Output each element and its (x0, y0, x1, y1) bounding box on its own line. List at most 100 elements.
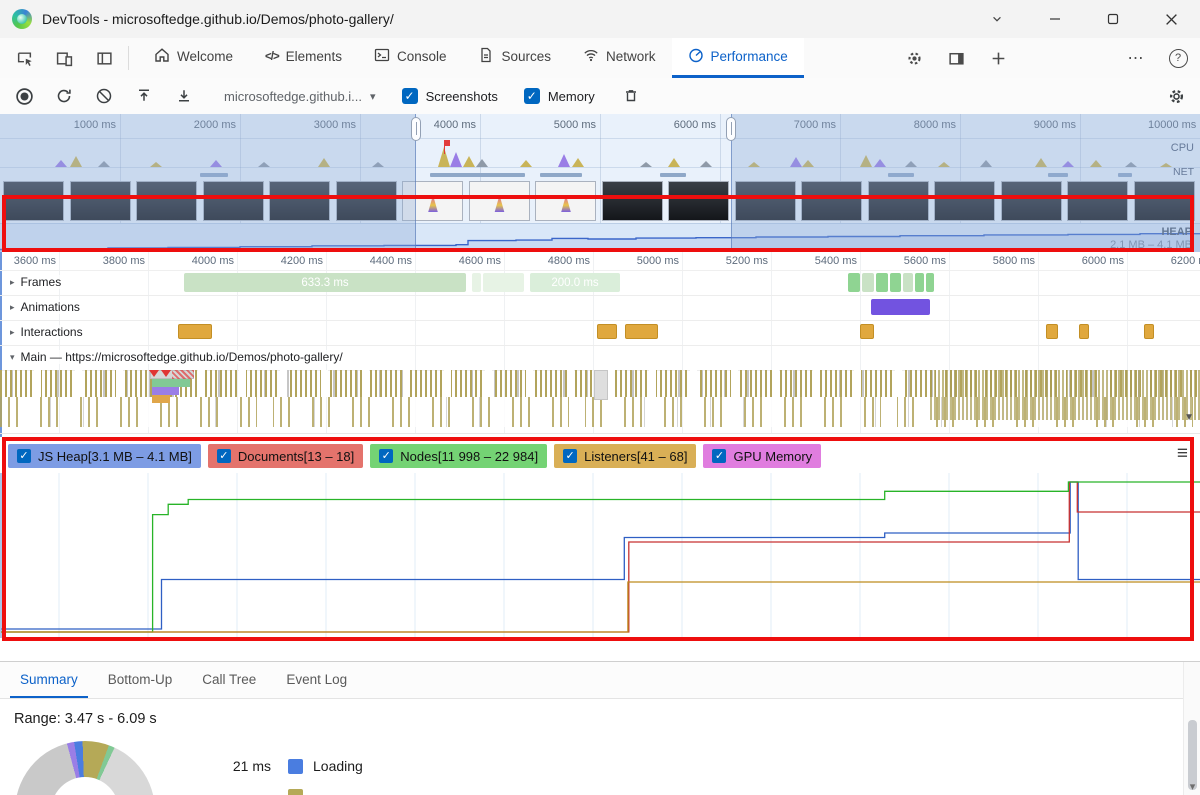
bottom-tab-bottom-up[interactable]: Bottom-Up (107, 671, 173, 687)
screenshot-thumbnail[interactable] (1133, 181, 1195, 221)
tab-network[interactable]: Network (567, 38, 672, 78)
tab-console[interactable]: Console (358, 38, 463, 78)
vertical-scrollbar[interactable]: ▾ (1183, 662, 1200, 795)
more-menu-icon[interactable]: ⋯ (1127, 50, 1145, 67)
screenshot-thumbnail[interactable] (601, 181, 663, 221)
clear-button[interactable] (90, 82, 118, 110)
minimize-button[interactable] (1026, 0, 1084, 38)
dock-layout-icon[interactable] (942, 44, 970, 72)
screenshot-thumbnail[interactable] (269, 181, 330, 221)
profile-page-selector[interactable]: microsoftedge.github.i... ▾ (224, 89, 376, 104)
frame-duration-bar[interactable] (848, 273, 860, 292)
track-frames[interactable]: ▸ Frames 633.3 ms 200.0 ms (0, 270, 1200, 296)
collapse-arrow-icon[interactable]: ▾ (10, 351, 15, 362)
screenshot-thumbnail[interactable] (468, 181, 530, 221)
maximize-button[interactable] (1084, 0, 1142, 38)
frame-duration-bar[interactable] (876, 273, 888, 292)
frame-duration-bar[interactable] (472, 273, 481, 292)
checkbox-checked-icon[interactable]: ✓ (401, 88, 418, 104)
frame-duration-bar[interactable] (903, 273, 913, 292)
checkbox-checked-icon[interactable]: ✓ (563, 449, 578, 463)
scrollbar-down-arrow-icon[interactable]: ▾ (1189, 781, 1196, 793)
frame-duration-bar[interactable]: 633.3 ms (184, 273, 466, 292)
selection-left-handle[interactable] (411, 117, 421, 141)
expand-arrow-icon[interactable]: ▸ (10, 276, 15, 287)
window-menu-chevron-icon[interactable] (968, 0, 1026, 38)
counter-toggle-listeners[interactable]: ✓ Listeners[41 – 68] (554, 444, 697, 468)
reload-record-button[interactable] (50, 82, 78, 110)
paint-block[interactable] (152, 379, 190, 387)
animation-bar[interactable] (871, 299, 930, 315)
bottom-tab-summary[interactable]: Summary (10, 662, 88, 698)
add-tools-plus-icon[interactable] (984, 44, 1012, 72)
scrollbar-thumb[interactable] (1188, 720, 1197, 790)
expand-arrow-icon[interactable]: ▸ (10, 301, 15, 312)
bottom-tab-call-tree[interactable]: Call Tree (202, 671, 257, 687)
track-interactions[interactable]: ▸ Interactions (0, 320, 1200, 346)
checkbox-checked-icon[interactable]: ✓ (712, 449, 727, 463)
capture-settings-gear-icon[interactable] (1162, 82, 1190, 110)
frame-duration-bar[interactable] (915, 273, 924, 292)
counter-toggle-js-heap-mb-mb[interactable]: ✓ JS Heap[3.1 MB – 4.1 MB] (8, 444, 201, 468)
frame-duration-bar[interactable] (926, 273, 934, 292)
device-emulation-icon[interactable] (50, 44, 78, 72)
interaction-bar[interactable] (597, 324, 617, 339)
track-animations[interactable]: ▸ Animations (0, 295, 1200, 321)
interaction-bar[interactable] (1079, 324, 1089, 339)
interaction-bar[interactable] (1046, 324, 1058, 339)
counter-toggle-nodes[interactable]: ✓ Nodes[11 998 – 22 984] (370, 444, 548, 468)
screenshots-toggle[interactable]: ✓ Screenshots (401, 88, 498, 104)
screenshot-thumbnail[interactable] (668, 181, 729, 221)
screenshot-thumbnail[interactable] (934, 181, 995, 221)
timeline-overview[interactable]: 1000 ms 2000 ms 3000 ms 4000 ms 5000 ms 6000 … (0, 114, 1200, 253)
screenshot-thumbnail[interactable] (335, 181, 397, 221)
frame-duration-bar[interactable] (483, 273, 524, 292)
screenshot-thumbnail[interactable] (867, 181, 929, 221)
hamburger-menu-icon[interactable]: ≡ (1176, 443, 1188, 464)
checkbox-checked-icon[interactable]: ✓ (523, 88, 540, 104)
bottom-tab-event-log[interactable]: Event Log (286, 671, 348, 687)
screenshot-thumbnail[interactable] (202, 181, 264, 221)
checkbox-checked-icon[interactable]: ✓ (216, 449, 231, 463)
save-profile-icon[interactable] (170, 82, 198, 110)
close-button[interactable] (1142, 0, 1200, 38)
interaction-bar[interactable] (860, 324, 874, 339)
memory-toggle[interactable]: ✓ Memory (523, 88, 595, 104)
counter-toggle-documents[interactable]: ✓ Documents[13 – 18] (207, 444, 364, 468)
frame-duration-bar[interactable] (862, 273, 874, 292)
record-button[interactable] (10, 82, 38, 110)
tab-elements[interactable]: </> Elements (249, 38, 358, 78)
frame-duration-bar[interactable]: 200.0 ms (530, 273, 620, 292)
bug-gear-icon[interactable] (900, 44, 928, 72)
trash-icon[interactable] (617, 82, 645, 110)
screenshot-thumbnail[interactable] (1067, 181, 1128, 221)
counter-toggle-gpu-memory[interactable]: ✓ GPU Memory (703, 444, 822, 468)
screenshot-thumbnail[interactable] (69, 181, 131, 221)
checkbox-checked-icon[interactable]: ✓ (379, 449, 394, 463)
rendering-block[interactable] (152, 387, 179, 395)
task-block[interactable] (594, 370, 608, 400)
interaction-bar[interactable] (625, 324, 658, 339)
selection-right-handle[interactable] (726, 117, 736, 141)
inspect-element-icon[interactable] (10, 44, 38, 72)
screenshot-thumbnail[interactable] (136, 181, 197, 221)
screenshot-thumbnail[interactable] (1000, 181, 1062, 221)
activity-bar-toggle-icon[interactable] (90, 44, 118, 72)
interaction-bar[interactable] (178, 324, 212, 339)
screenshot-thumbnail[interactable] (535, 181, 596, 221)
screenshot-thumbnail[interactable] (801, 181, 862, 221)
scripting-block[interactable] (152, 395, 170, 403)
main-flame-chart[interactable] (0, 370, 1200, 434)
checkbox-checked-icon[interactable]: ✓ (17, 449, 31, 463)
screenshot-thumbnail[interactable] (3, 181, 64, 221)
help-icon[interactable]: ? (1164, 44, 1192, 72)
tab-welcome[interactable]: Welcome (138, 38, 249, 78)
frame-duration-bar[interactable] (890, 273, 901, 292)
screenshot-thumbnail[interactable] (734, 181, 796, 221)
screenshot-thumbnail[interactable] (402, 181, 463, 221)
load-profile-icon[interactable] (130, 82, 158, 110)
expand-arrow-icon[interactable]: ▸ (10, 326, 15, 337)
tab-performance[interactable]: Performance (671, 38, 804, 78)
interaction-bar[interactable] (1144, 324, 1154, 339)
scroll-down-chevron-icon[interactable]: ▼ (1184, 412, 1194, 423)
